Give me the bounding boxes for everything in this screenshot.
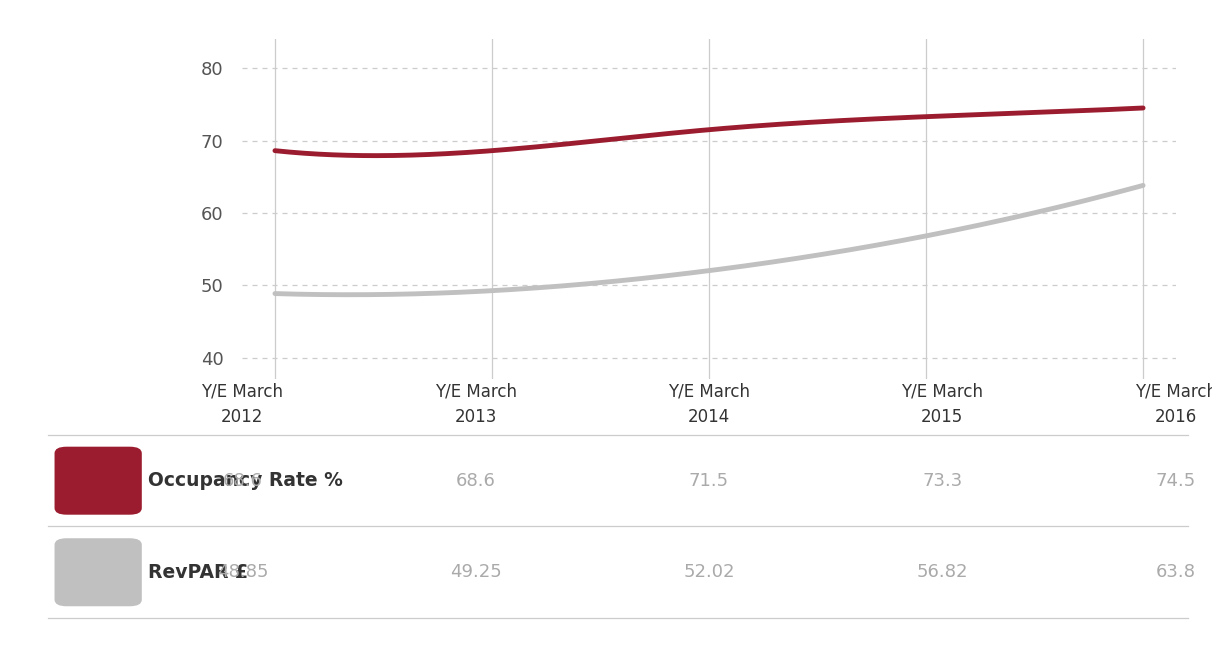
Text: 73.3: 73.3 — [922, 472, 962, 490]
Text: 63.8: 63.8 — [1155, 563, 1196, 581]
Text: 48.85: 48.85 — [217, 563, 268, 581]
Text: RevPAR £: RevPAR £ — [148, 562, 248, 582]
Text: Y/E March
2014: Y/E March 2014 — [668, 383, 750, 426]
Text: 71.5: 71.5 — [688, 472, 730, 490]
Text: Y/E March
2012: Y/E March 2012 — [201, 383, 284, 426]
Text: 68.6: 68.6 — [223, 472, 262, 490]
Text: Occupancy Rate %: Occupancy Rate % — [148, 471, 343, 490]
Text: 52.02: 52.02 — [684, 563, 734, 581]
Text: Y/E March
2016: Y/E March 2016 — [1134, 383, 1212, 426]
Text: Y/E March
2013: Y/E March 2013 — [435, 383, 516, 426]
Text: 74.5: 74.5 — [1155, 472, 1196, 490]
Text: 49.25: 49.25 — [450, 563, 502, 581]
Text: Y/E March
2015: Y/E March 2015 — [902, 383, 983, 426]
Text: 56.82: 56.82 — [916, 563, 968, 581]
Text: 68.6: 68.6 — [456, 472, 496, 490]
